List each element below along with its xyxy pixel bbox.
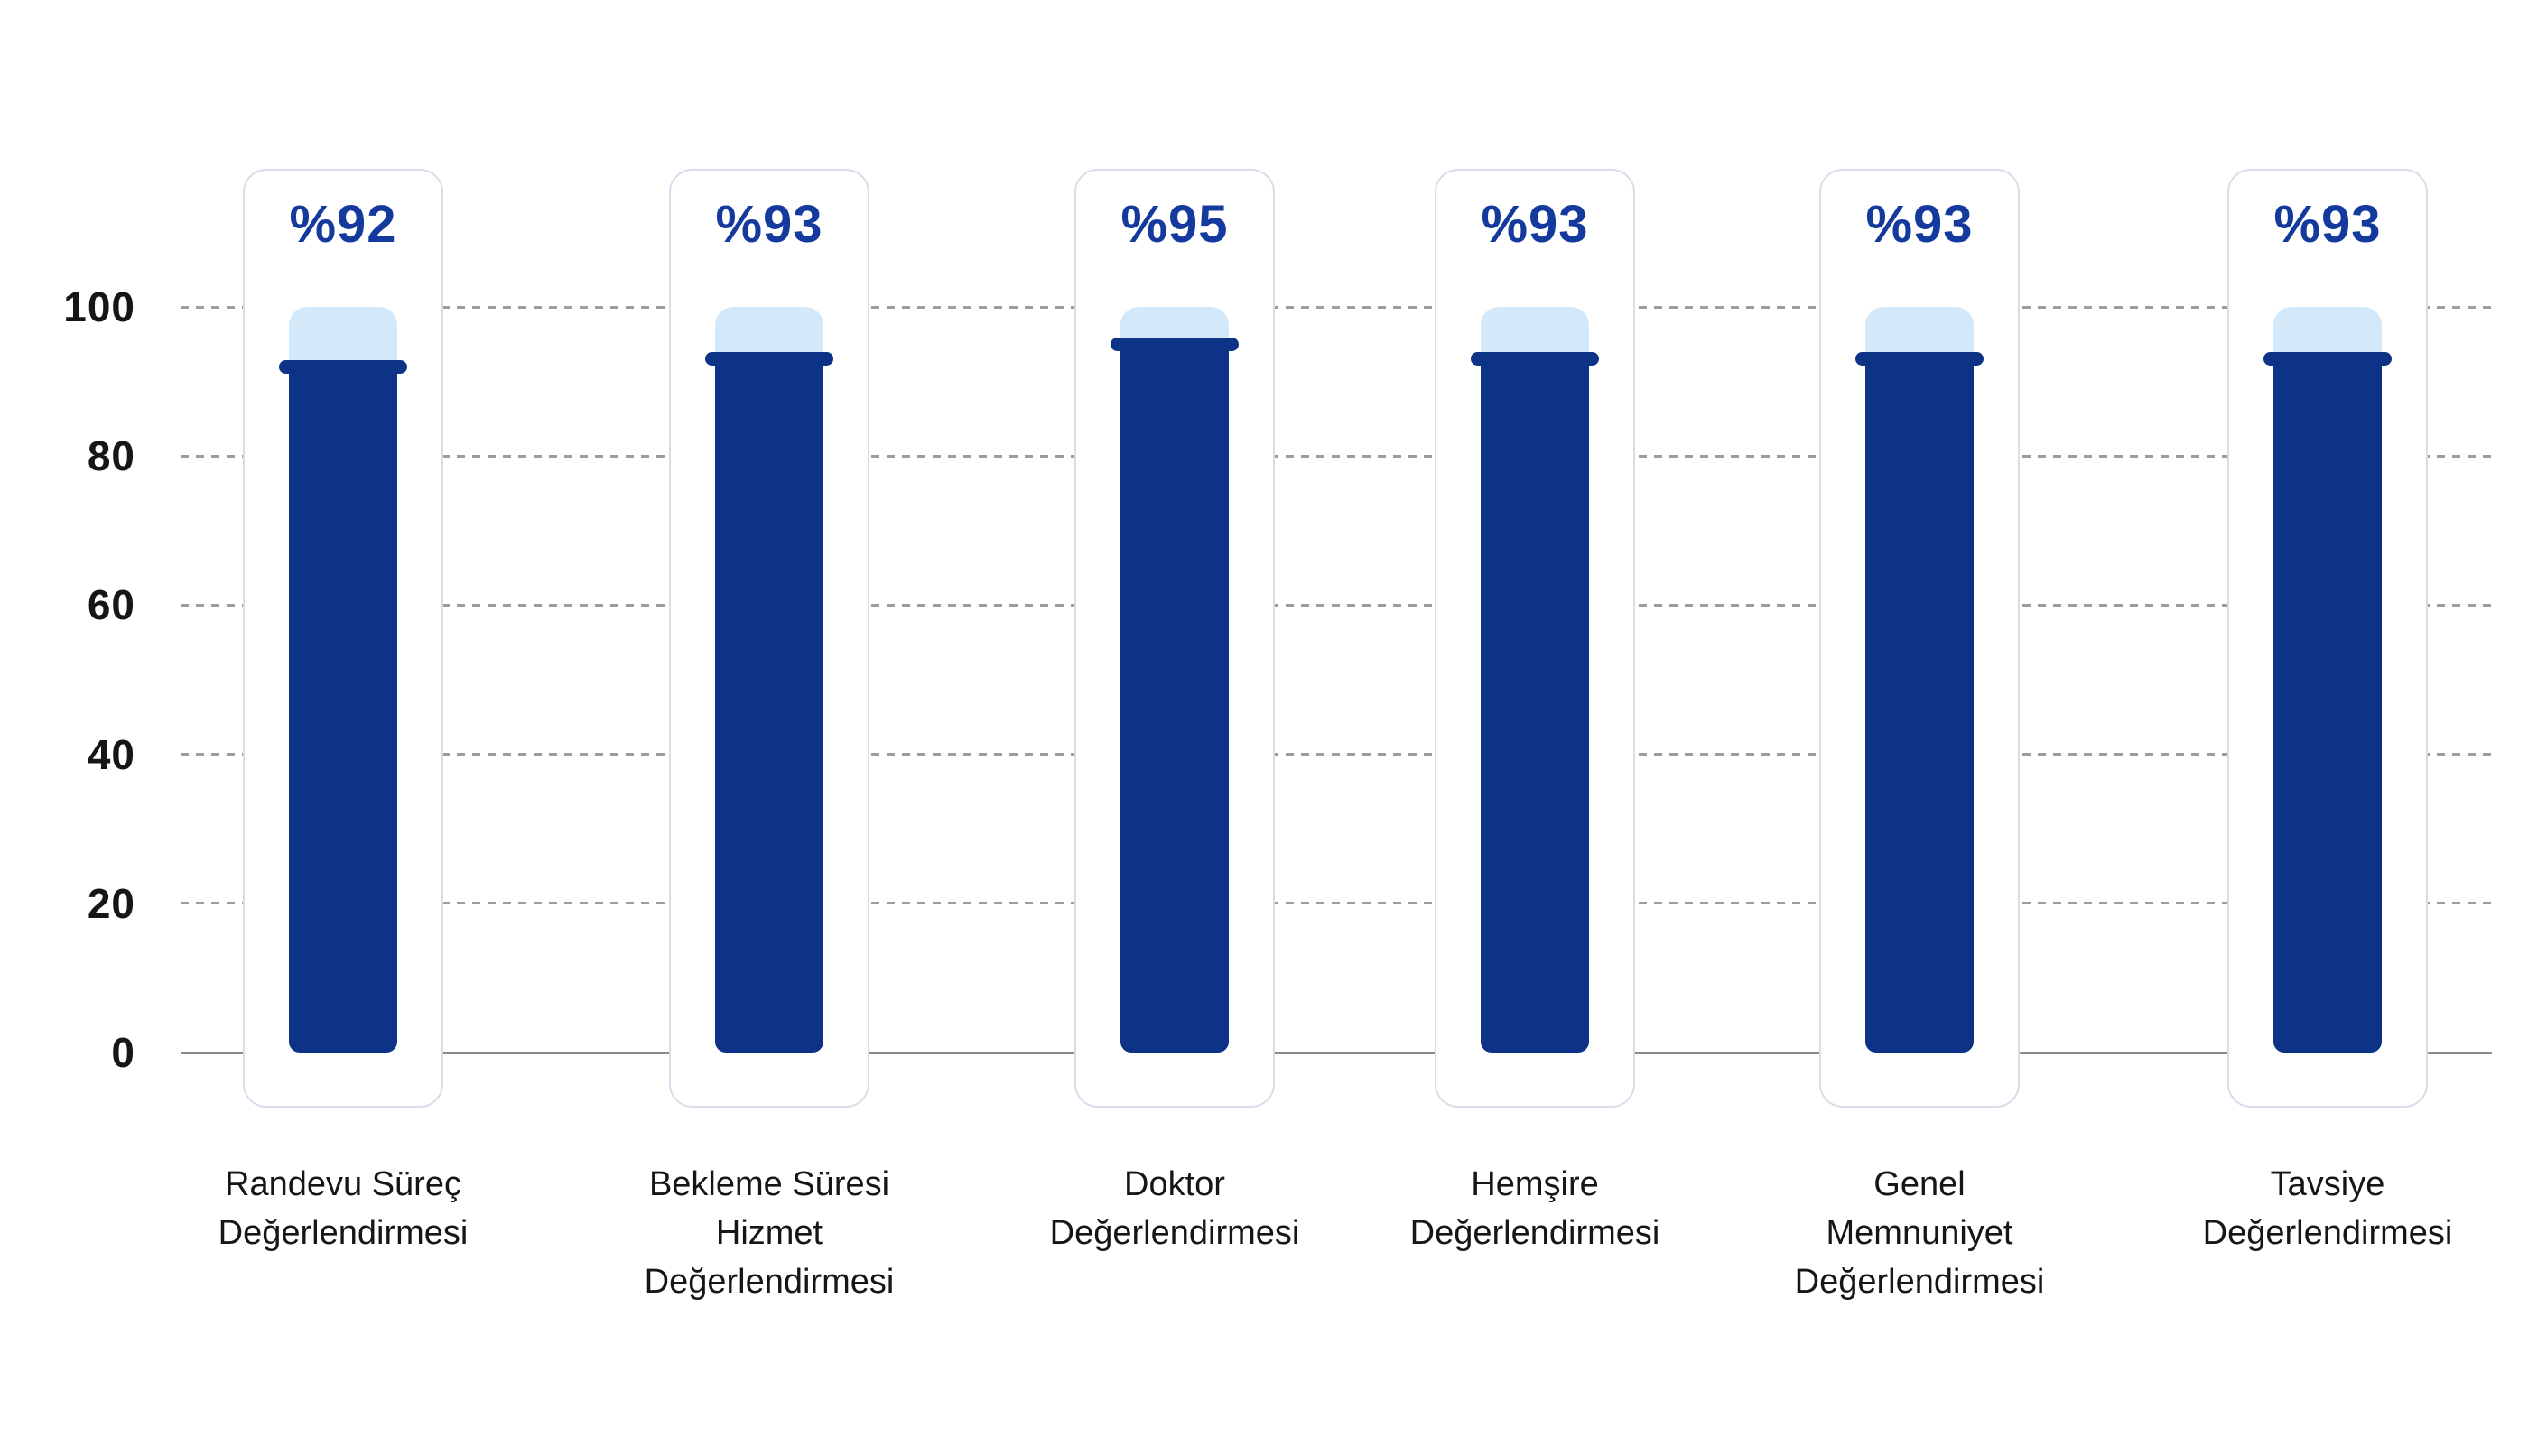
category-label-line: Genel [1873,1165,1966,1203]
category-label-line: Hemşire [1471,1165,1599,1203]
bar-fill [1120,344,1229,1053]
category-label-line: Değerlendirmesi [644,1263,895,1301]
category-label-line: Hizmet [715,1214,823,1252]
value-label: %93 [1865,195,1974,254]
y-axis-tick-label: 60 [87,581,135,629]
x-axis-baseline [181,1051,2492,1054]
category-label-line: Değerlendirmesi [1794,1263,2045,1301]
category-label-line: Randevu Süreç [225,1165,461,1203]
bar-cap [2263,352,2392,366]
y-axis-tick-label: 80 [87,432,135,480]
category-label: Bekleme Süresi Hizmet Değerlendirmesi [557,1160,981,1306]
gridline-20 [181,902,2492,905]
gridline-100 [181,305,2492,309]
bar-cap [279,359,407,374]
value-label: %93 [2273,195,2382,254]
gridline-60 [181,603,2492,607]
bar-card: %93 [669,169,869,1108]
bar-card: %93 [1819,169,2020,1108]
bar-card: %93 [1435,169,1635,1108]
bar-cap [705,352,833,366]
category-label-line: Memnuniyet [1826,1214,2013,1252]
category-label-line: Bekleme Süresi [648,1165,890,1203]
bar-fill [289,366,397,1053]
bar-cap [1471,352,1599,366]
y-axis-tick-label: 0 [111,1029,135,1076]
value-label: %95 [1120,195,1229,254]
bar-cap [1855,352,1984,366]
y-axis-tick-label: 20 [87,879,135,927]
category-label-line: Tavsiye [2270,1165,2385,1203]
category-label-line: Değerlendirmesi [218,1214,469,1252]
category-label-line: Değerlendirmesi [2202,1214,2453,1252]
category-label: Hemşire Değerlendirmesi [1323,1160,1747,1257]
category-label: Doktor Değerlendirmesi [962,1160,1387,1257]
category-label-line: Doktor [1124,1165,1225,1203]
category-label-line: Değerlendirmesi [1409,1214,1660,1252]
bar-fill [715,358,823,1053]
bar-fill [1865,358,1974,1053]
bar-cap [1111,337,1239,351]
bar-fill [1481,358,1589,1053]
gridline-80 [181,454,2492,458]
bar-fill [2273,358,2382,1053]
gridline-40 [181,753,2492,756]
y-axis-tick-label: 40 [87,730,135,778]
value-label: %93 [715,195,823,254]
category-label: Genel Memnuniyet Değerlendirmesi [1707,1160,2132,1306]
bar-card: %95 [1074,169,1275,1108]
value-label: %93 [1481,195,1589,254]
bar-card: %93 [2227,169,2428,1108]
category-label-line: Değerlendirmesi [1049,1214,1300,1252]
category-label: Randevu Süreç Değerlendirmesi [131,1160,555,1257]
value-label: %92 [289,195,397,254]
bar-card: %92 [243,169,443,1108]
category-label: Tavsiye Değerlendirmesi [2115,1160,2528,1257]
y-axis-tick-label: 100 [63,283,135,330]
